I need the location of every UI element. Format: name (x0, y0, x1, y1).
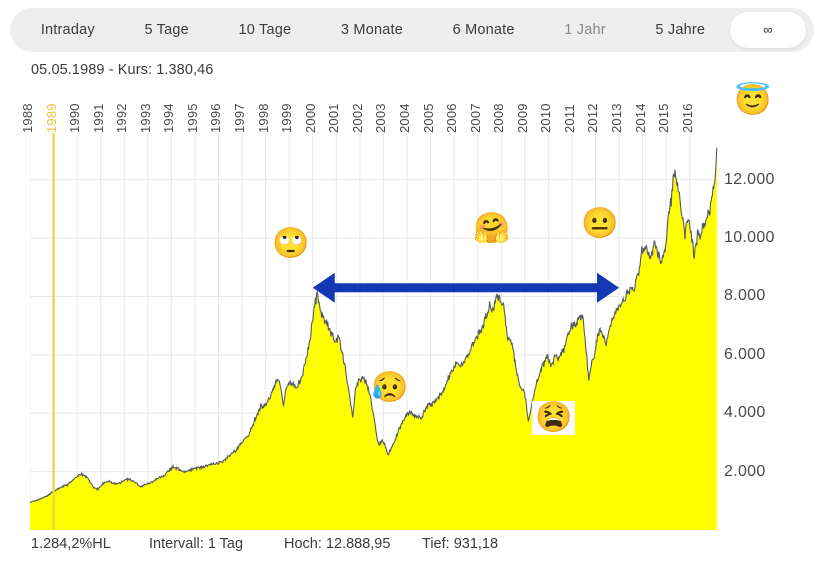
x-axis-label-2007: 2007 (467, 103, 483, 133)
x-axis-label-1991: 1991 (90, 103, 106, 133)
x-axis-label-2005: 2005 (420, 103, 436, 133)
chart-svg (30, 133, 718, 530)
x-axis-label-1989: 1989 (43, 103, 59, 133)
x-axis-label-1998: 1998 (255, 103, 271, 133)
x-axis-label-1997: 1997 (232, 103, 248, 133)
x-axis-label-2011: 2011 (561, 104, 577, 133)
x-axis-label-2010: 2010 (538, 103, 554, 133)
x-axis-label-2012: 2012 (585, 103, 601, 133)
x-axis-label-1995: 1995 (184, 103, 200, 133)
x-axis-label-2001: 2001 (326, 103, 342, 133)
period-selector-toolbar: Intraday 5 Tage 10 Tage 3 Monate 6 Monat… (10, 8, 814, 52)
x-axis-label-2008: 2008 (491, 103, 507, 133)
x-axis-label-1992: 1992 (114, 103, 130, 133)
x-axis-label-1996: 1996 (208, 103, 224, 133)
footer-change-percent: 1.284,2%HL (31, 536, 111, 552)
chart-footer-stats: 1.284,2%HL Intervall: 1 Tag Hoch: 12.888… (31, 536, 731, 552)
rolling-eyes-emoji: 🙄 (272, 227, 310, 260)
period-button-10-tage[interactable]: 10 Tage (238, 22, 292, 38)
x-axis-label-2015: 2015 (656, 103, 672, 133)
price-chart[interactable] (30, 133, 718, 530)
y-axis-labels: 2.000 4.000 6.000 8.000 10.000 12.000 (724, 133, 816, 530)
y-axis-label-4.000: 4.000 (724, 404, 766, 422)
x-axis-label-2004: 2004 (396, 103, 412, 133)
footer-low: Tief: 931,18 (422, 536, 499, 552)
period-button-5-tage[interactable]: 5 Tage (144, 22, 189, 38)
x-axis-label-2016: 2016 (679, 103, 695, 133)
period-button-6-monate[interactable]: 6 Monate (452, 22, 515, 38)
x-axis-label-2009: 2009 (514, 103, 530, 133)
y-axis-label-10.000: 10.000 (724, 229, 775, 247)
sad-relieved-face-emoji: 😥 (371, 371, 409, 404)
x-axis-label-2000: 2000 (302, 103, 318, 133)
price-line (30, 147, 718, 503)
period-button-max-infinity[interactable]: ∞ (730, 12, 806, 48)
quote-readout: 05.05.1989 - Kurs: 1.380,46 (31, 62, 214, 78)
tired-face-emoji: 😫 (532, 401, 576, 435)
period-button-intraday[interactable]: Intraday (40, 22, 95, 38)
period-button-5-jahre[interactable]: 5 Jahre (655, 22, 706, 38)
x-axis-label-1990: 1990 (67, 103, 83, 133)
footer-interval: Intervall: 1 Tag (149, 536, 244, 552)
x-axis-labels: 1988 1989 1990 1991 1992 1993 1994 1995 1996 1997… (20, 88, 718, 133)
y-axis-label-8.000: 8.000 (724, 287, 766, 305)
period-button-1-jahr[interactable]: 1 Jahr (564, 22, 606, 38)
y-axis-label-12.000: 12.000 (724, 170, 775, 188)
x-axis-label-1993: 1993 (137, 103, 153, 133)
footer-high: Hoch: 12.888,95 (284, 536, 391, 552)
y-axis-label-2.000: 2.000 (724, 462, 766, 480)
period-button-3-monate[interactable]: 3 Monate (340, 22, 403, 38)
price-area-fill (30, 147, 717, 530)
x-axis-label-2013: 2013 (609, 103, 625, 133)
x-axis-label-1994: 1994 (161, 103, 177, 133)
x-axis-label-2006: 2006 (444, 103, 460, 133)
x-axis-label-1988: 1988 (20, 103, 35, 133)
x-axis-label-1999: 1999 (279, 103, 295, 133)
x-axis-label-2002: 2002 (349, 103, 365, 133)
halo-face-emoji: 😇 (734, 84, 772, 117)
hugging-face-emoji: 🤗 (473, 212, 511, 245)
neutral-face-emoji: 😐 (581, 207, 619, 240)
x-axis-label-2003: 2003 (373, 103, 389, 133)
chart-plot-area[interactable] (30, 133, 718, 530)
x-axis-label-2014: 2014 (632, 103, 648, 133)
y-axis-label-6.000: 6.000 (724, 345, 766, 363)
